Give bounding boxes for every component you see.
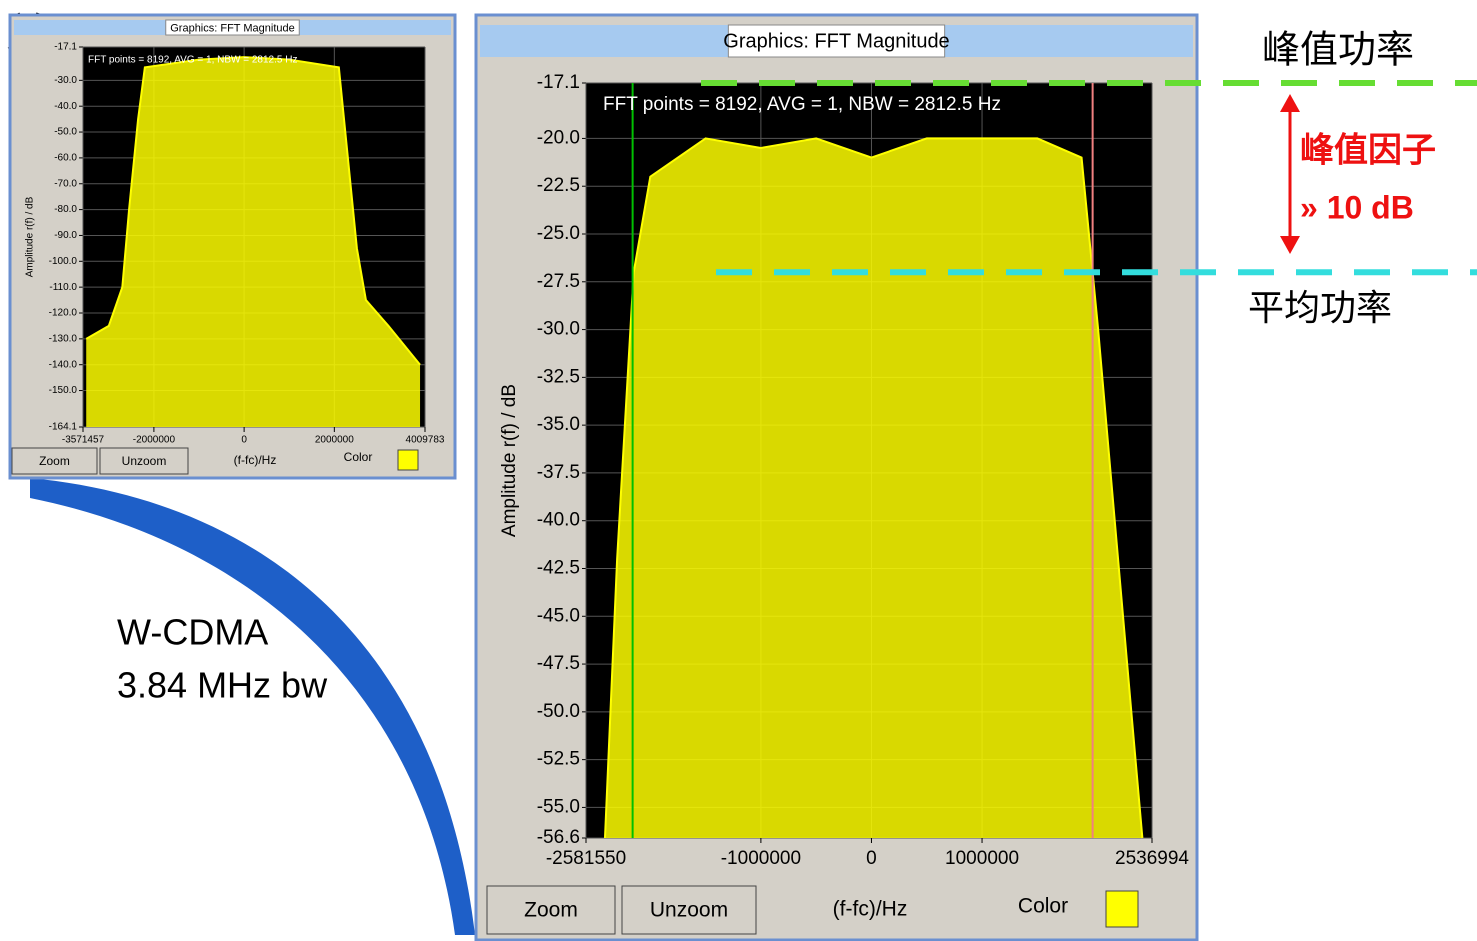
y-tick-label: -47.5 [537, 653, 580, 674]
caption-line: W-CDMA [117, 612, 268, 653]
y-tick-label: -17.1 [54, 42, 77, 53]
y-tick-label: -37.5 [537, 462, 580, 483]
color-swatch[interactable] [1105, 890, 1139, 928]
x-tick-label: 0 [241, 435, 247, 446]
y-tick-label: -60.0 [54, 153, 77, 164]
y-tick-label: -70.0 [54, 178, 77, 189]
button-label: Zoom [39, 454, 70, 468]
button[interactable] [621, 885, 757, 935]
title-box [727, 24, 946, 58]
peak-label: 峰值功率 [1262, 28, 1414, 72]
window-title: Graphics: FFT Magnitude [170, 22, 295, 34]
crest-value: » 10 dB [1300, 189, 1414, 225]
y-tick-label: -17.1 [537, 72, 580, 93]
y-axis-label: Amplitude r(f) / dB [25, 196, 36, 277]
y-tick-label: -90.0 [54, 230, 77, 241]
y-tick-label: -40.0 [537, 510, 580, 531]
y-tick-label: -30.0 [54, 75, 77, 86]
x-tick-label: -1000000 [721, 848, 801, 869]
y-tick-label: -140.0 [49, 359, 78, 370]
y-tick-label: -30.0 [537, 319, 580, 340]
color-label: Color [344, 450, 373, 464]
x-tick-label: 1000000 [945, 848, 1019, 869]
y-tick-label: -150.0 [49, 385, 78, 396]
button[interactable] [99, 447, 189, 475]
spectrum-line [603, 137, 1144, 839]
y-tick-label: -130.0 [49, 333, 78, 344]
button[interactable] [11, 447, 98, 475]
y-tick-label: -32.5 [537, 366, 580, 387]
plot-annotation: FFT points = 8192, AVG = 1, NBW = 2812.5… [603, 94, 1001, 115]
crest-label: 峰值因子 [1300, 131, 1436, 171]
y-tick-label: -55.0 [537, 796, 580, 817]
x-tick-label: -3571457 [62, 435, 105, 446]
x-tick-label: 2000000 [315, 435, 354, 446]
x-tick-label: 4009783 [406, 435, 445, 446]
spectrum-line [85, 56, 421, 366]
y-tick-label: -45.0 [537, 605, 580, 626]
avg-label: 平均功率 [1248, 288, 1392, 329]
spectrum-fill [86, 57, 421, 427]
color-label: Color [1018, 895, 1068, 918]
button-label: Unzoom [122, 454, 167, 468]
x-tick-label: -2581550 [546, 848, 626, 869]
crest-arrow [1280, 94, 1300, 254]
y-tick-label: -22.5 [537, 175, 580, 196]
button-label: Zoom [524, 899, 578, 922]
y-tick-label: -50.0 [537, 701, 580, 722]
spectrum-fill [604, 138, 1143, 839]
y-tick-label: -40.0 [54, 101, 77, 112]
y-tick-label: -27.5 [537, 271, 580, 292]
title-box [165, 19, 300, 36]
y-axis-label: Amplitude r(f) / dB [499, 384, 520, 537]
caption-line: 3.84 MHz bw [117, 665, 328, 706]
y-tick-label: -120.0 [49, 308, 78, 319]
color-swatch[interactable] [397, 449, 419, 471]
x-axis-label: (f-fc)/Hz [833, 898, 908, 921]
y-tick-label: -20.0 [537, 127, 580, 148]
y-tick-label: -35.0 [537, 414, 580, 435]
y-tick-label: -164.1 [49, 422, 78, 433]
x-tick-label: 0 [866, 848, 877, 869]
y-tick-label: -110.0 [49, 282, 77, 293]
y-tick-label: -25.0 [537, 223, 580, 244]
x-tick-label: -2000000 [133, 435, 176, 446]
y-tick-label: -52.5 [537, 749, 580, 770]
y-tick-label: -42.5 [537, 558, 580, 579]
y-tick-label: -80.0 [54, 204, 77, 215]
y-tick-label: -56.6 [537, 827, 580, 848]
button-label: Unzoom [650, 899, 728, 922]
x-tick-label: 2536994 [1115, 848, 1189, 869]
decor-arc [30, 478, 475, 935]
y-tick-label: -50.0 [54, 127, 77, 138]
x-axis-label: (f-fc)/Hz [234, 453, 277, 467]
button[interactable] [486, 885, 616, 935]
y-tick-label: -100.0 [49, 256, 78, 267]
window-title: Graphics: FFT Magnitude [723, 30, 949, 52]
plot-annotation: FFT points = 8192, AVG = 1, NBW = 2812.5… [88, 55, 297, 66]
